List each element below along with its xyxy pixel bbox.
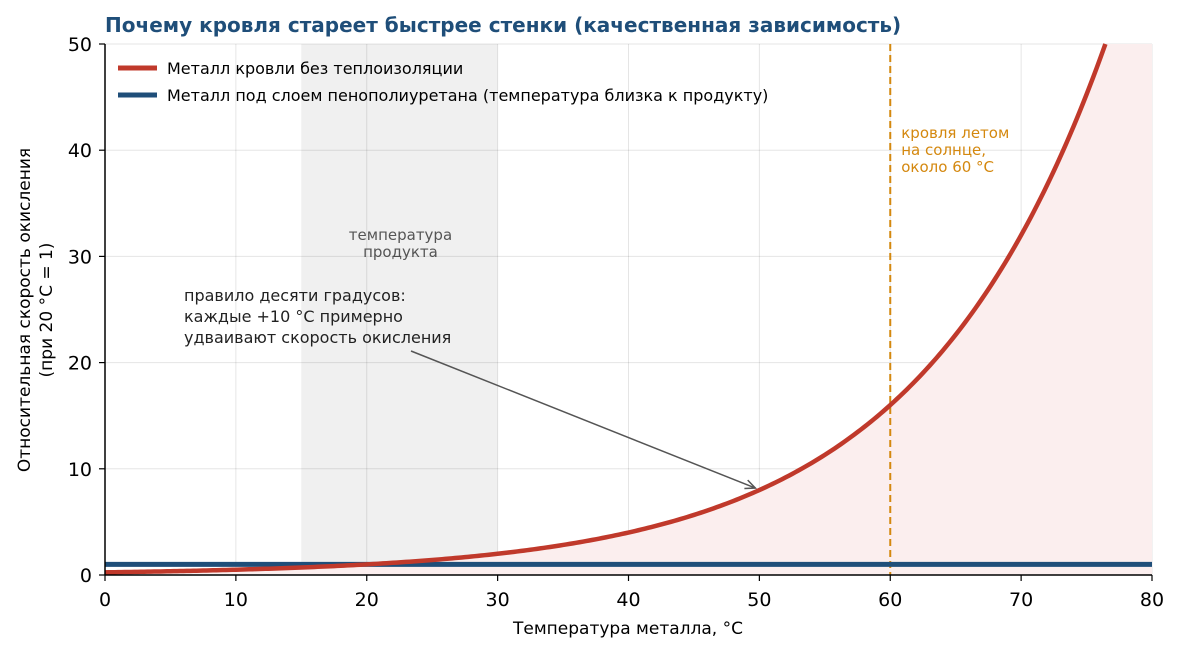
x-tick-label-30: 30 bbox=[486, 589, 510, 611]
y-tick-label-10: 10 bbox=[68, 459, 92, 481]
series-roof-line bbox=[104, 43, 1108, 575]
y-axis-label-line1: Относительная скорость окисления bbox=[15, 148, 35, 472]
chart-title: Почему кровля стареет быстрее стенки (ка… bbox=[105, 13, 901, 37]
legend-label-2: Металл под слоем пенополиуретана (темпер… bbox=[167, 86, 768, 105]
vline-label-line-3: около 60 °C bbox=[901, 158, 994, 176]
series bbox=[104, 43, 1152, 575]
x-tick-label-50: 50 bbox=[747, 589, 771, 611]
band-label-line-2: продукта bbox=[363, 243, 438, 261]
annotation-arrow-head bbox=[744, 479, 758, 490]
vline-label-line-2: на солнце, bbox=[901, 141, 986, 159]
y-tick-label-30: 30 bbox=[68, 246, 92, 268]
legend-label-1: Металл кровли без теплоизоляции bbox=[167, 59, 463, 78]
x-tick-label-20: 20 bbox=[355, 589, 379, 611]
y-tick-label-40: 40 bbox=[68, 140, 92, 162]
x-tick-label-60: 60 bbox=[878, 589, 902, 611]
y-axis-label-line2: (при 20 °C = 1) bbox=[37, 243, 57, 378]
annotation-line-3: удваивают скорость окисления bbox=[184, 328, 451, 347]
ten-degree-rule-annotation: правило десяти градусов: каждые +10 °C пр… bbox=[184, 286, 758, 490]
band-rect bbox=[301, 44, 498, 575]
annotation-line-2: каждые +10 °C примерно bbox=[184, 307, 403, 326]
x-tick-label-70: 70 bbox=[1009, 589, 1033, 611]
y-tick-label-50: 50 bbox=[68, 34, 92, 56]
x-tick-label-80: 80 bbox=[1140, 589, 1164, 611]
vline-label-line-1: кровля летом bbox=[901, 124, 1009, 142]
ticks: 0 10 20 30 40 50 60 70 80 0 10 20 30 40 50 bbox=[68, 34, 1164, 611]
y-tick-label-0: 0 bbox=[80, 565, 92, 587]
x-tick-label-0: 0 bbox=[99, 589, 111, 611]
y-tick-label-20: 20 bbox=[68, 353, 92, 375]
band-label-line-1: температура bbox=[349, 226, 452, 244]
x-tick-label-10: 10 bbox=[224, 589, 248, 611]
x-axis-label: Температура металла, °C bbox=[512, 619, 743, 639]
annotation-line-1: правило десяти градусов: bbox=[184, 286, 406, 305]
annotation-arrow-shaft bbox=[410, 350, 756, 489]
x-tick-label-40: 40 bbox=[616, 589, 640, 611]
legend: Металл кровли без теплоизоляции Металл по… bbox=[118, 59, 768, 105]
